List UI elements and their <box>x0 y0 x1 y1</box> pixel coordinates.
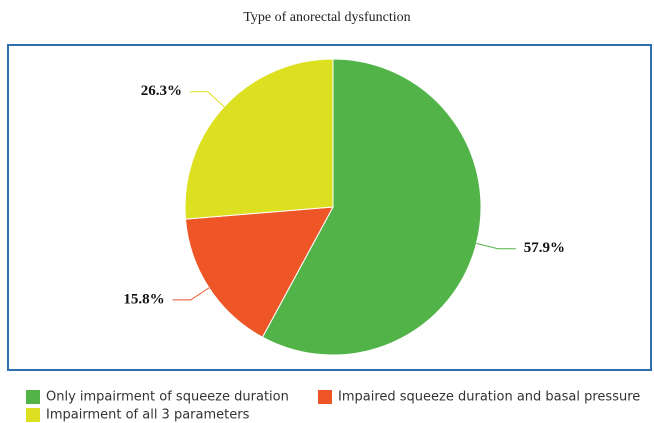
legend-swatch <box>26 390 40 404</box>
legend-swatch <box>26 408 40 422</box>
data-label: 26.3% <box>141 83 182 99</box>
legend-label: Only impairment of squeeze duration <box>46 390 289 405</box>
leader-line <box>172 287 210 301</box>
chart-title: Type of anorectal dysfunction <box>243 10 410 25</box>
data-label: 57.9% <box>524 240 565 256</box>
data-label: 15.8% <box>123 291 164 307</box>
legend-label: Impaired squeeze duration and basal pres… <box>338 390 640 405</box>
pie-slice <box>261 58 482 356</box>
plot-frame <box>7 44 652 371</box>
pie-slice <box>184 58 334 220</box>
legend-swatch <box>318 390 332 404</box>
leader-line <box>189 91 225 108</box>
pie-slice <box>184 206 334 338</box>
leader-line <box>476 242 516 250</box>
legend-label: Impairment of all 3 parameters <box>46 408 250 423</box>
